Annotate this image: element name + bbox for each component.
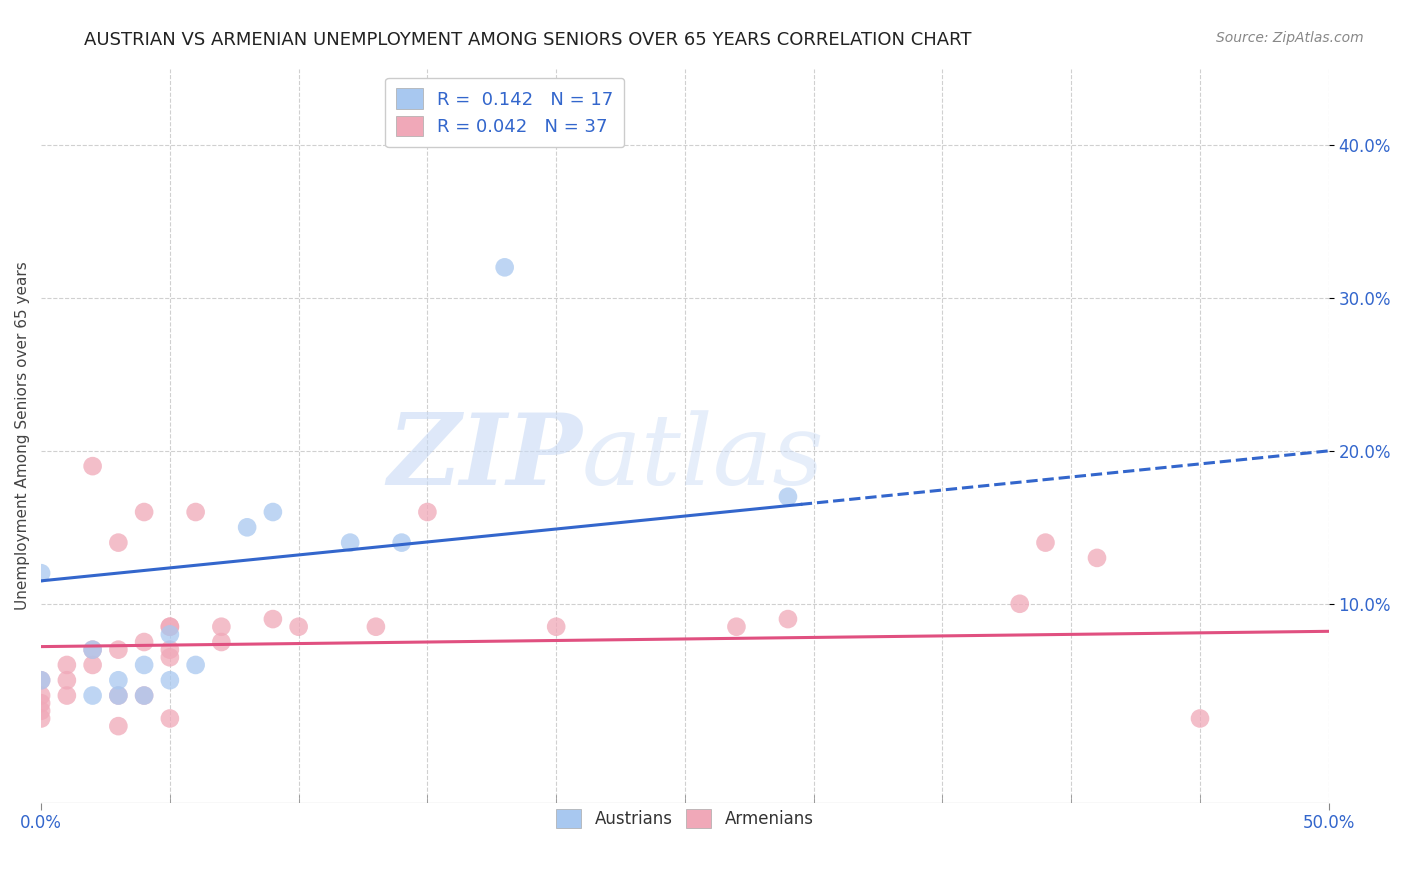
Point <box>262 612 284 626</box>
Point <box>56 673 79 688</box>
Point <box>159 620 181 634</box>
Point <box>30 704 52 718</box>
Point <box>776 612 799 626</box>
Point <box>134 689 156 703</box>
Point <box>159 620 181 634</box>
Point <box>546 620 568 634</box>
Point <box>82 689 104 703</box>
Point <box>107 689 129 703</box>
Point <box>56 689 79 703</box>
Point <box>30 689 52 703</box>
Point <box>1008 597 1031 611</box>
Point <box>184 657 207 672</box>
Point <box>30 566 52 581</box>
Point <box>184 505 207 519</box>
Point <box>1035 535 1057 549</box>
Point <box>159 711 181 725</box>
Point <box>725 620 748 634</box>
Point <box>776 490 799 504</box>
Point <box>262 505 284 519</box>
Point <box>107 689 129 703</box>
Point <box>364 620 387 634</box>
Point <box>134 689 156 703</box>
Point <box>82 459 104 474</box>
Point <box>107 673 129 688</box>
Point <box>339 535 361 549</box>
Point <box>1085 550 1108 565</box>
Point <box>236 520 259 534</box>
Point <box>134 657 156 672</box>
Point <box>30 711 52 725</box>
Point <box>82 657 104 672</box>
Text: ZIP: ZIP <box>387 409 582 506</box>
Point <box>82 642 104 657</box>
Point <box>30 673 52 688</box>
Text: atlas: atlas <box>582 410 825 505</box>
Point <box>159 650 181 665</box>
Point <box>159 627 181 641</box>
Text: AUSTRIAN VS ARMENIAN UNEMPLOYMENT AMONG SENIORS OVER 65 YEARS CORRELATION CHART: AUSTRIAN VS ARMENIAN UNEMPLOYMENT AMONG … <box>84 31 972 49</box>
Text: Source: ZipAtlas.com: Source: ZipAtlas.com <box>1216 31 1364 45</box>
Point <box>159 642 181 657</box>
Point <box>494 260 516 275</box>
Point <box>134 635 156 649</box>
Point <box>159 673 181 688</box>
Point <box>30 696 52 710</box>
Point <box>134 505 156 519</box>
Point <box>391 535 413 549</box>
Point <box>107 642 129 657</box>
Point <box>1188 711 1211 725</box>
Legend: Austrians, Armenians: Austrians, Armenians <box>550 802 820 835</box>
Point <box>287 620 309 634</box>
Point <box>107 535 129 549</box>
Y-axis label: Unemployment Among Seniors over 65 years: Unemployment Among Seniors over 65 years <box>15 261 30 610</box>
Point <box>82 642 104 657</box>
Point <box>209 635 232 649</box>
Point <box>30 673 52 688</box>
Point <box>209 620 232 634</box>
Point <box>107 719 129 733</box>
Point <box>416 505 439 519</box>
Point <box>56 657 79 672</box>
